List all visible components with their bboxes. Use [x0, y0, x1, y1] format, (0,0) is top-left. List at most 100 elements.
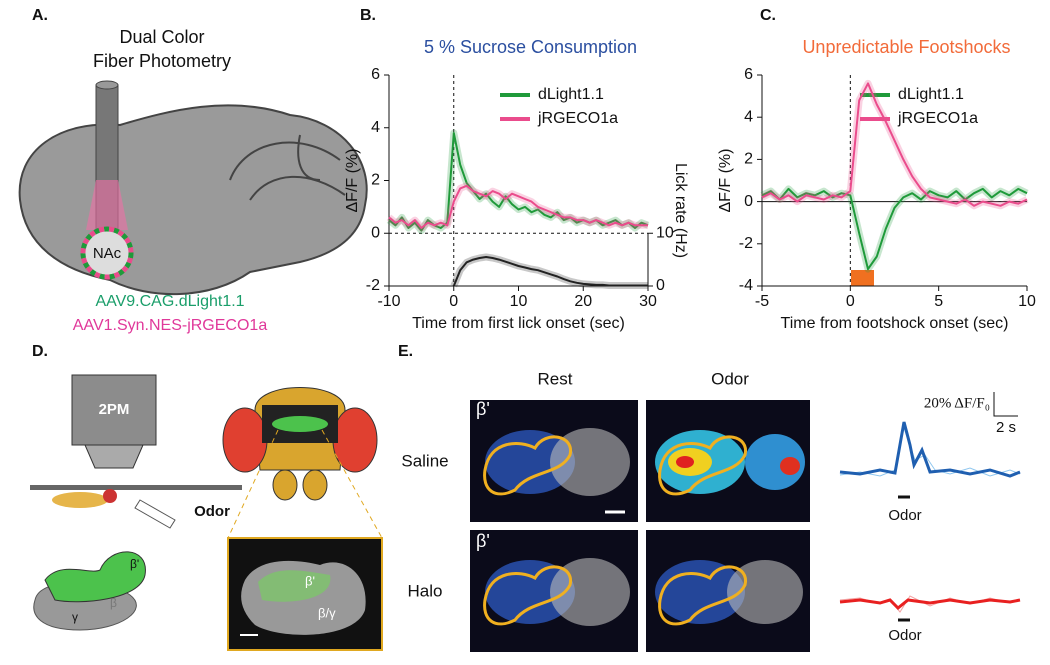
region-label: NAc [93, 245, 122, 262]
brain [18, 104, 368, 296]
brain-folds [229, 134, 346, 201]
scale-label: 2 s [996, 419, 1016, 436]
fly-eye [222, 407, 268, 473]
panel-label: C. [760, 7, 776, 24]
image-grid [470, 400, 810, 652]
zoom-lines [227, 429, 383, 539]
x-tick-label: 10 [1018, 293, 1036, 310]
legend-label: jRGECO1a [537, 110, 618, 127]
stim-label: Odor [888, 627, 921, 644]
tissue [745, 434, 805, 490]
scale-label: 20% ΔF/F₀ [924, 395, 990, 411]
lobe-label: γ [72, 610, 78, 624]
column-label: Odor [711, 369, 749, 388]
x-axis-label: Time from footshock onset (sec) [781, 315, 1009, 332]
roi [658, 565, 747, 626]
lobe-label: β [110, 596, 117, 610]
trace-mean [839, 421, 1021, 478]
x-axis-label: Time from first lick onset (sec) [412, 315, 625, 332]
y-tick-label: -2 [739, 235, 753, 252]
microscope-label: 2PM [99, 401, 130, 418]
x-tick-label: 30 [639, 293, 657, 310]
legend-label: dLight1.1 [898, 86, 964, 103]
series-line [388, 184, 648, 229]
series-line [452, 256, 648, 287]
y-tick-label: 0 [744, 193, 753, 210]
sem-band [386, 129, 650, 235]
y-tick-label: 2 [371, 172, 380, 189]
y-tick-label: 6 [371, 66, 380, 83]
odor-tube [134, 499, 176, 529]
panel-label: D. [32, 343, 48, 360]
lobe [44, 551, 146, 603]
brain-lobes [272, 416, 328, 432]
panel-label: E. [398, 343, 413, 360]
nac-region [80, 226, 134, 280]
y2-tick-label: 10 [656, 224, 674, 241]
y-tick-label: 4 [744, 108, 753, 125]
tissue [485, 430, 575, 494]
row-label: Halo [408, 581, 443, 600]
fiber-top [95, 80, 119, 90]
x-tick-label: 10 [510, 293, 528, 310]
objective-tip [84, 444, 144, 469]
chart-title: 5 % Sucrose Consumption [424, 37, 637, 57]
column-label: Rest [538, 369, 573, 388]
stage [30, 485, 242, 490]
x-tick-label: 0 [846, 293, 855, 310]
y-axis-label: ΔF/F (%) [344, 148, 361, 212]
roi [483, 565, 572, 626]
image-label: β' [476, 399, 490, 419]
hotspot [676, 456, 694, 468]
legend-label: dLight1.1 [538, 86, 604, 103]
proboscis [272, 469, 298, 501]
y-tick-label: -4 [739, 277, 753, 294]
image-label: β' [476, 531, 490, 551]
light-cone [86, 180, 128, 230]
y2-axis-label: Lick rate (Hz) [672, 163, 689, 258]
scale-bar [993, 392, 1018, 417]
stimulus-label: Odor [194, 503, 230, 520]
sem-band [450, 253, 648, 289]
fly-eye [103, 489, 117, 503]
stim-label: Odor [888, 507, 921, 524]
y-tick-label: 2 [744, 151, 753, 168]
trace-mean [839, 598, 1021, 611]
panel-label: A. [32, 7, 48, 24]
y-tick-label: 4 [371, 119, 380, 136]
panel-title: Fiber Photometry [93, 51, 231, 71]
trace-trial [839, 424, 1021, 477]
x-tick-label: -10 [377, 293, 400, 310]
shock-bar [851, 270, 874, 286]
y-tick-label: 0 [371, 224, 380, 241]
x-tick-label: -5 [755, 293, 769, 310]
virus-label: AAV1.Syn.NES-jRGECO1a [73, 317, 268, 334]
y-tick-label: -2 [366, 277, 380, 294]
y-axis-label: ΔF/F (%) [717, 148, 734, 212]
inset-lobe [258, 570, 331, 602]
x-tick-label: 5 [934, 293, 943, 310]
x-tick-label: 20 [574, 293, 592, 310]
series-line [388, 132, 649, 232]
x-tick-label: 0 [449, 293, 458, 310]
tissue [485, 560, 575, 624]
chart-title: Unpredictable Footshocks [802, 37, 1010, 57]
legend-label: jRGECO1a [897, 110, 978, 127]
panel-title: Dual Color [119, 27, 204, 47]
virus-label: AAV9.CAG.dLight1.1 [95, 293, 244, 310]
sem-band [760, 79, 1029, 210]
lobe-label: β' [130, 557, 139, 571]
y2-tick-label: 0 [656, 277, 665, 294]
objective [71, 374, 157, 446]
series-line [761, 82, 1028, 207]
roi [658, 435, 747, 496]
y-tick-label: 6 [744, 66, 753, 83]
hotspot [780, 457, 800, 475]
series-line [761, 187, 1028, 271]
inset-label: β' [305, 573, 315, 588]
panel-label: B. [360, 7, 376, 24]
proboscis [302, 469, 328, 501]
roi [483, 435, 572, 496]
row-label: Saline [401, 451, 448, 470]
